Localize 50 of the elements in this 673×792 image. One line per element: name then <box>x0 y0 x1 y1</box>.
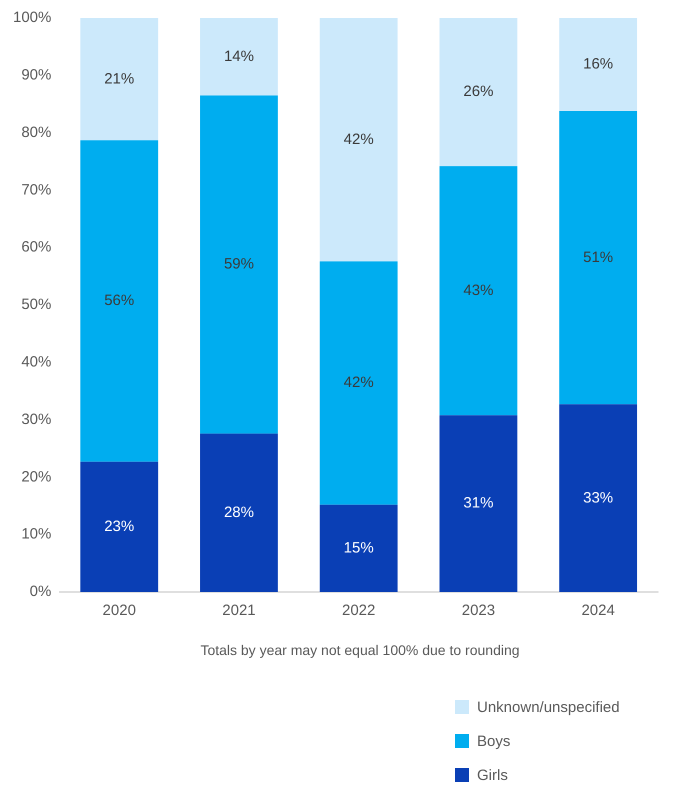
y-tick-label: 0% <box>30 583 52 600</box>
data-label: 14% <box>224 48 254 65</box>
data-label: 26% <box>463 83 494 100</box>
bar <box>559 404 638 592</box>
data-label: 33% <box>583 489 614 506</box>
x-tick-label: 2022 <box>342 602 376 620</box>
bar <box>200 434 278 592</box>
bar <box>200 95 278 434</box>
text: Totals by year may not equal 100% due to rounding <box>199 642 521 658</box>
legend-label: Unknown/unspecified <box>477 698 620 716</box>
x-tick-label: 2021 <box>222 602 256 620</box>
y-tick-label: 90% <box>21 66 52 84</box>
data-label: 59% <box>224 256 254 273</box>
data-label: 43% <box>463 282 494 299</box>
data-label: 51% <box>583 248 614 266</box>
bar <box>440 166 518 416</box>
bar <box>320 504 398 592</box>
data-label: 21% <box>104 70 134 88</box>
x-tick-label: 2023 <box>462 602 496 620</box>
y-tick-label: 80% <box>21 124 52 141</box>
bar <box>440 415 518 592</box>
bar <box>200 18 278 96</box>
data-label: 31% <box>463 494 494 512</box>
data-label: 28% <box>224 504 254 521</box>
y-tick-label: 20% <box>21 468 52 486</box>
data-label: 15% <box>344 540 374 557</box>
x-tick-label: 2024 <box>581 602 615 620</box>
bar <box>440 18 518 166</box>
y-tick-label: 60% <box>21 238 52 256</box>
data-label: 56% <box>104 292 134 310</box>
data-label: 23% <box>104 518 134 535</box>
bar <box>80 462 158 592</box>
bar <box>559 110 638 404</box>
y-tick-label: 50% <box>21 296 52 314</box>
bar <box>80 140 158 462</box>
y-tick-label: 100% <box>12 9 52 26</box>
data-label: 42% <box>344 374 374 392</box>
bar <box>320 18 398 262</box>
bar <box>559 18 638 111</box>
bar <box>320 261 398 505</box>
y-tick-label: 30% <box>21 410 52 428</box>
legend-label: Boys <box>477 732 510 750</box>
bar <box>80 18 158 140</box>
y-tick-label: 10% <box>21 526 52 543</box>
legend-label: Girls <box>477 766 508 784</box>
y-tick-label: 40% <box>21 354 52 371</box>
x-tick-label: 2020 <box>102 602 136 620</box>
data-label: 42% <box>344 130 374 148</box>
y-tick-label: 70% <box>21 181 52 198</box>
data-label: 16% <box>583 56 614 73</box>
